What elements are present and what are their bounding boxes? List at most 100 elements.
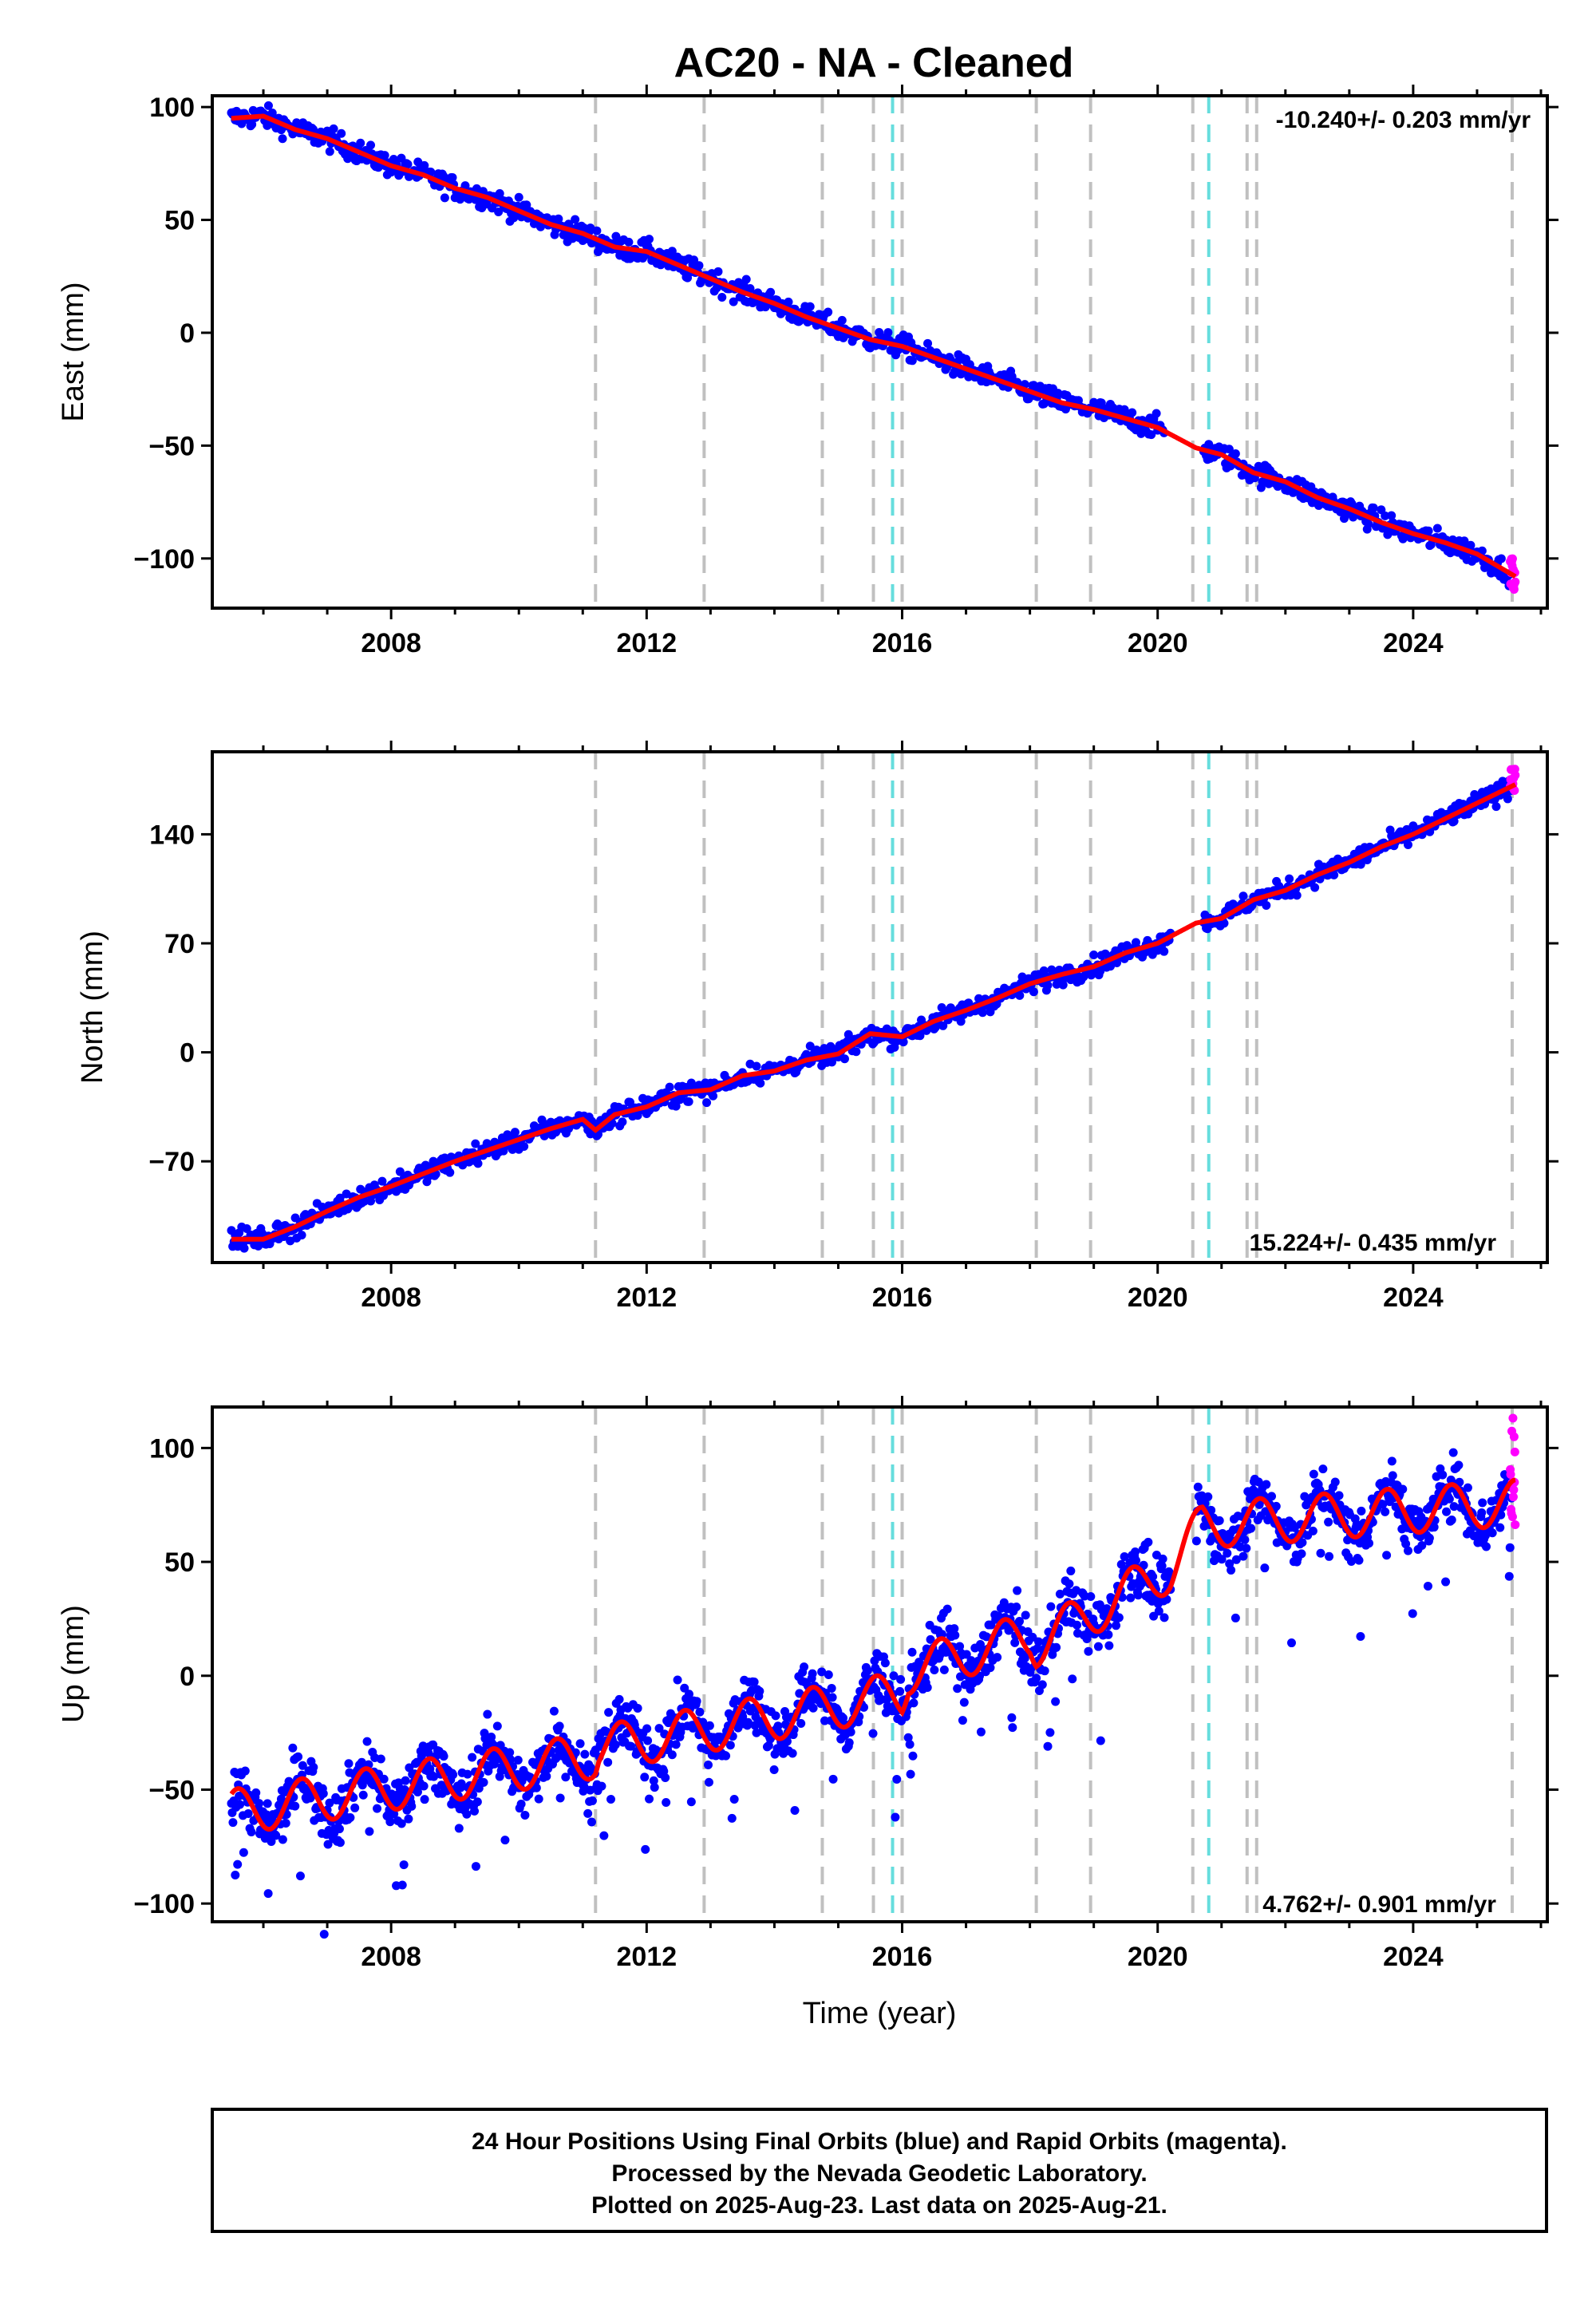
final-point (356, 138, 365, 148)
final-point (1104, 1630, 1113, 1639)
rapid-point (1511, 577, 1520, 587)
final-point (1144, 1537, 1153, 1547)
final-point (1096, 966, 1105, 976)
panel-north-rate: 15.224+/- 0.435 mm/yr (1250, 1230, 1497, 1256)
final-point (643, 1736, 653, 1745)
final-point (290, 1801, 300, 1811)
panel-east: 2008 2012 2016 2020 2024 100 50 0 −50 −100 East (… (57, 85, 1558, 658)
panel-east-rate: -10.240+/- 0.203 mm/yr (1276, 107, 1531, 133)
final-point (1292, 891, 1302, 900)
final-point (851, 1047, 861, 1057)
x-tick-label-north: 2008 (361, 1282, 421, 1313)
final-point (1387, 511, 1396, 520)
final-point (510, 1128, 519, 1137)
final-point (555, 1793, 565, 1803)
final-point (603, 1757, 613, 1767)
final-point (492, 1721, 502, 1731)
final-point (844, 1738, 854, 1748)
final-point (784, 297, 793, 306)
y-tick-label-north: 140 (149, 820, 195, 850)
final-point (1398, 534, 1408, 543)
final-point (692, 1697, 701, 1706)
final-point (1423, 1581, 1432, 1591)
final-point (534, 1794, 543, 1804)
footer-line-3: Plotted on 2025-Aug-23. Last data on 202… (591, 2192, 1167, 2219)
final-point (604, 1708, 614, 1717)
x-tick-label-up: 2024 (1383, 1942, 1444, 1972)
final-point (448, 1770, 458, 1780)
final-point (263, 1799, 272, 1808)
final-point (555, 1721, 564, 1731)
final-point (939, 1665, 949, 1674)
final-point (420, 1795, 429, 1804)
final-point (318, 1788, 328, 1798)
final-point (606, 1795, 615, 1804)
final-point (243, 1808, 253, 1818)
final-point (1215, 1516, 1224, 1525)
footer-line-1: 24 Hour Positions Using Final Orbits (bl… (472, 2128, 1287, 2155)
final-point (721, 1751, 731, 1761)
final-point (1114, 1613, 1124, 1622)
final-point (642, 1724, 652, 1733)
final-point (1357, 1506, 1366, 1516)
panel-east-frame (211, 94, 1549, 610)
final-point (271, 1831, 281, 1840)
final-point (401, 1776, 410, 1785)
final-point (1065, 1579, 1074, 1589)
final-point (247, 1827, 256, 1836)
final-point (729, 297, 738, 306)
final-point (233, 1860, 243, 1869)
final-point (645, 1794, 654, 1804)
final-point (892, 1774, 902, 1784)
final-point (516, 1800, 526, 1809)
final-point (905, 1740, 915, 1749)
final-point (380, 151, 389, 160)
final-point (549, 1706, 559, 1716)
final-point (875, 328, 884, 338)
final-point (673, 1675, 682, 1685)
final-point (373, 1804, 382, 1813)
y-tick-label-east: −50 (148, 431, 195, 461)
final-point (662, 1798, 671, 1808)
final-point (703, 1761, 713, 1770)
final-point (671, 1101, 681, 1111)
final-point (1238, 891, 1248, 901)
final-point (953, 1684, 962, 1694)
x-tick-label-east: 2020 (1128, 628, 1188, 658)
panel-north-frame (211, 750, 1549, 1264)
final-point (938, 1021, 948, 1030)
final-point (1442, 1507, 1452, 1516)
final-point (1045, 1728, 1055, 1737)
final-point (513, 1756, 523, 1765)
final-point (796, 1719, 806, 1729)
final-point (255, 1799, 264, 1808)
final-point (788, 1749, 797, 1758)
final-point (325, 147, 334, 156)
final-point (665, 1082, 674, 1092)
panel-up: 2008 2012 2016 2020 2024 100 50 0 −50 −100 Up (mm… (57, 1396, 1558, 1972)
final-point (1438, 1470, 1448, 1480)
final-point (462, 1809, 472, 1819)
final-point (1505, 1543, 1515, 1552)
final-point (1487, 1528, 1497, 1538)
final-point (1449, 816, 1459, 826)
final-point (667, 247, 677, 256)
final-point (463, 1769, 472, 1779)
final-point (1126, 1593, 1136, 1603)
final-point (1046, 1602, 1056, 1611)
final-point (1219, 919, 1229, 928)
final-point (1316, 1548, 1325, 1558)
final-point (1013, 1586, 1022, 1595)
final-point (419, 1781, 429, 1791)
final-point (247, 120, 257, 129)
x-tick-label-north: 2016 (872, 1282, 933, 1313)
y-tick-label-up: 100 (149, 1433, 195, 1464)
final-point (922, 1683, 932, 1693)
final-point (899, 1037, 908, 1047)
final-point (1242, 1543, 1251, 1553)
final-point (346, 1812, 355, 1822)
final-point (1286, 1638, 1296, 1648)
panel-north-ylabel: North (mm) (76, 931, 109, 1084)
final-point (1224, 445, 1234, 454)
final-point (695, 1707, 705, 1717)
